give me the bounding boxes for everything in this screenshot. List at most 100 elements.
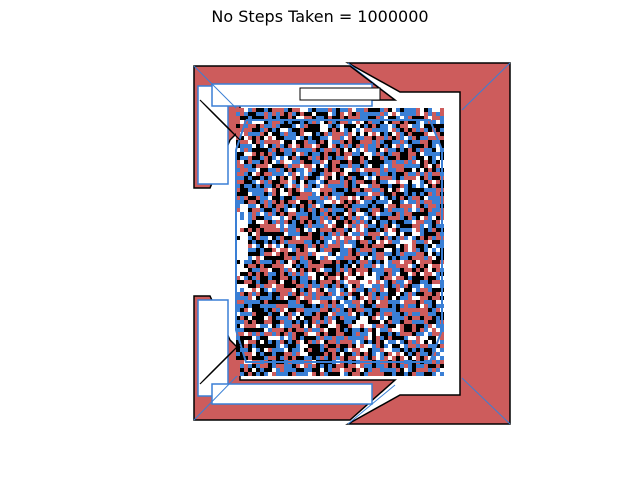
grid-cell [284, 320, 288, 324]
grid-cell [368, 148, 372, 152]
grid-cell [380, 132, 384, 136]
grid-cell [340, 228, 344, 232]
grid-cell [348, 248, 352, 252]
grid-cell [280, 216, 284, 220]
grid-cell [344, 108, 348, 112]
grid-cell [328, 368, 332, 372]
grid-cell [356, 164, 360, 168]
grid-cell [400, 336, 404, 340]
grid-cell [272, 292, 276, 296]
grid-cell [420, 212, 424, 216]
grid-cell [396, 184, 400, 188]
grid-cell [400, 340, 404, 344]
grid-cell [304, 216, 308, 220]
grid-cell [412, 364, 416, 368]
grid-cell [388, 168, 392, 172]
grid-cell [288, 344, 292, 348]
grid-cell [416, 216, 420, 220]
grid-cell [372, 160, 376, 164]
grid-cell [312, 256, 316, 260]
grid-cell [264, 124, 268, 128]
grid-cell [360, 152, 364, 156]
grid-cell [256, 232, 260, 236]
grid-cell [288, 172, 292, 176]
grid-cell [404, 272, 408, 276]
grid-cell [424, 120, 428, 124]
grid-cell [340, 336, 344, 340]
grid-cell [320, 284, 324, 288]
grid-cell [324, 180, 328, 184]
grid-cell [364, 300, 368, 304]
grid-cell [336, 260, 340, 264]
grid-cell [400, 140, 404, 144]
grid-cell [256, 300, 260, 304]
grid-cell [436, 268, 440, 272]
grid-cell [428, 284, 432, 288]
grid-cell [284, 340, 288, 344]
grid-cell [388, 148, 392, 152]
grid-cell [260, 352, 264, 356]
grid-cell [368, 248, 372, 252]
grid-cell [396, 220, 400, 224]
grid-cell [424, 276, 428, 280]
grid-cell [404, 316, 408, 320]
grid-cell [384, 312, 388, 316]
grid-cell [252, 268, 256, 272]
grid-cell [248, 248, 252, 252]
grid-cell [352, 292, 356, 296]
grid-cell [436, 352, 440, 356]
grid-cell [428, 276, 432, 280]
grid-cell [256, 316, 260, 320]
grid-cell [240, 180, 244, 184]
grid-cell [300, 308, 304, 312]
grid-cell [264, 308, 268, 312]
grid-cell [288, 308, 292, 312]
grid-cell [276, 116, 280, 120]
grid-cell [356, 236, 360, 240]
grid-cell [260, 152, 264, 156]
grid-cell [296, 168, 300, 172]
grid-cell [304, 280, 308, 284]
grid-cell [352, 288, 356, 292]
grid-cell [320, 112, 324, 116]
grid-cell [408, 152, 412, 156]
grid-cell [284, 152, 288, 156]
grid-cell [264, 340, 268, 344]
grid-cell [372, 132, 376, 136]
grid-cell [260, 316, 264, 320]
grid-cell [348, 212, 352, 216]
grid-cell [432, 124, 436, 128]
grid-cell [428, 128, 432, 132]
grid-cell [356, 140, 360, 144]
grid-cell [308, 176, 312, 180]
grid-cell [324, 240, 328, 244]
grid-cell [328, 332, 332, 336]
grid-cell [368, 128, 372, 132]
grid-cell [300, 124, 304, 128]
grid-cell [348, 356, 352, 360]
grid-cell [256, 336, 260, 340]
grid-cell [420, 356, 424, 360]
grid-cell [292, 332, 296, 336]
grid-cell [344, 320, 348, 324]
grid-cell [372, 148, 376, 152]
grid-cell [348, 264, 352, 268]
grid-cell [424, 188, 428, 192]
grid-cell [244, 200, 248, 204]
grid-cell [364, 224, 368, 228]
grid-cell [252, 216, 256, 220]
grid-cell [292, 128, 296, 132]
grid-cell [260, 372, 264, 376]
grid-cell [320, 216, 324, 220]
grid-cell [420, 160, 424, 164]
grid-cell [256, 148, 260, 152]
grid-cell [384, 356, 388, 360]
grid-cell [244, 356, 248, 360]
grid-cell [324, 112, 328, 116]
grid-cell [368, 112, 372, 116]
grid-cell [392, 204, 396, 208]
grid-cell [344, 220, 348, 224]
grid-cell [352, 328, 356, 332]
grid-cell [384, 152, 388, 156]
grid-cell [372, 308, 376, 312]
